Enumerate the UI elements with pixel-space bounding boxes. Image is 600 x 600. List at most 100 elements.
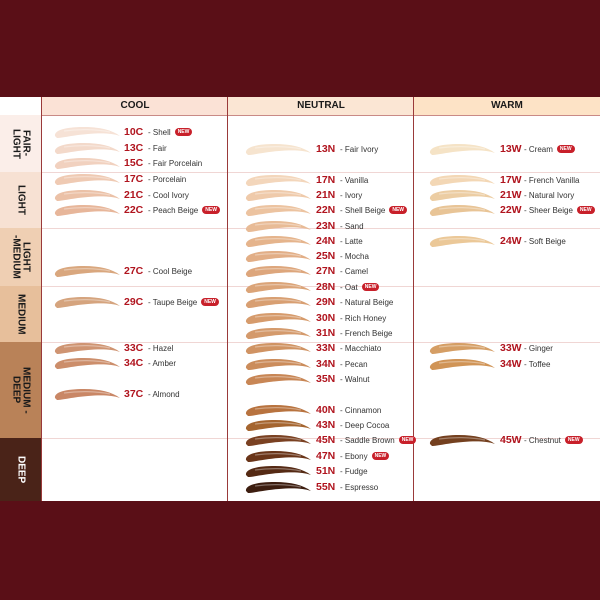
shade-chart: COOL NEUTRAL WARM FAIR- LIGHT LIGHT LIGHT -ME… bbox=[0, 97, 600, 501]
shade-name: - Toffee bbox=[524, 359, 551, 369]
band-label: MEDIUM - DEEP bbox=[10, 366, 32, 414]
swatch-stroke bbox=[245, 359, 311, 370]
shade-name: - Shell Beige bbox=[340, 205, 386, 215]
shade-item: 21N - Ivory bbox=[316, 188, 362, 202]
swatch-stroke bbox=[245, 266, 311, 277]
swatch-stroke bbox=[245, 435, 311, 446]
row-divider bbox=[42, 286, 600, 287]
swatch-37C bbox=[54, 389, 120, 400]
swatch-40N bbox=[245, 405, 311, 416]
shade-code: 21C bbox=[124, 189, 144, 201]
swatch-highlight bbox=[438, 177, 486, 181]
swatch-stroke bbox=[429, 359, 495, 370]
row-divider bbox=[42, 228, 600, 229]
band-label: FAIR- LIGHT bbox=[10, 128, 32, 159]
column-divider bbox=[227, 97, 228, 501]
swatch-33W bbox=[429, 343, 495, 354]
swatch-34C bbox=[54, 358, 120, 369]
shade-code: 13W bbox=[500, 143, 522, 155]
shade-name: - Ebony bbox=[340, 451, 368, 461]
shade-code: 29N bbox=[316, 296, 336, 308]
shade-code: 22W bbox=[500, 204, 522, 216]
shade-code: 17C bbox=[124, 173, 144, 185]
shade-code: 25N bbox=[316, 250, 336, 262]
swatch-stroke bbox=[429, 435, 495, 446]
swatch-stroke bbox=[54, 174, 120, 185]
swatch-highlight bbox=[254, 330, 302, 334]
new-badge: NEW bbox=[398, 436, 417, 444]
shade-code: 17N bbox=[316, 174, 336, 186]
shade-item: 45N - Saddle Brown NEW bbox=[316, 433, 417, 447]
swatch-highlight bbox=[254, 315, 302, 319]
shade-name: - Latte bbox=[340, 236, 363, 246]
shade-item: 23N - Sand bbox=[316, 219, 364, 233]
swatch-highlight bbox=[254, 207, 302, 211]
column-divider bbox=[41, 97, 42, 501]
swatch-45N bbox=[245, 435, 311, 446]
shade-item: 27C - Cool Beige bbox=[124, 264, 192, 278]
new-badge: NEW bbox=[564, 436, 583, 444]
shade-item: 21C - Cool Ivory bbox=[124, 188, 189, 202]
swatch-highlight bbox=[63, 207, 111, 211]
swatch-33C bbox=[54, 343, 120, 354]
swatch-stroke bbox=[54, 127, 120, 138]
swatch-stroke bbox=[54, 358, 120, 369]
new-badge: NEW bbox=[389, 206, 408, 214]
swatch-highlight bbox=[438, 207, 486, 211]
shade-name: - Hazel bbox=[148, 343, 174, 353]
new-badge: NEW bbox=[371, 452, 390, 460]
swatch-stroke bbox=[245, 466, 311, 477]
swatch-highlight bbox=[254, 223, 302, 227]
shade-item: 34C - Amber bbox=[124, 356, 176, 370]
shade-item: 17C - Porcelain bbox=[124, 172, 186, 186]
swatch-highlight bbox=[63, 176, 111, 180]
swatch-stroke bbox=[54, 297, 120, 308]
swatch-22W bbox=[429, 205, 495, 216]
swatch-highlight bbox=[254, 268, 302, 272]
shade-item: 34N - Pecan bbox=[316, 357, 368, 371]
band-5: DEEP bbox=[0, 438, 41, 501]
new-badge: NEW bbox=[576, 206, 595, 214]
shade-item: 10C - Shell NEW bbox=[124, 125, 193, 139]
swatch-highlight bbox=[254, 238, 302, 242]
swatch-15C bbox=[54, 158, 120, 169]
shade-item: 25N - Mocha bbox=[316, 249, 369, 263]
shade-code: 40N bbox=[316, 404, 336, 416]
shade-name: - Cinnamon bbox=[340, 405, 382, 415]
shade-code: 34N bbox=[316, 358, 336, 370]
swatch-34N bbox=[245, 359, 311, 370]
swatch-stroke bbox=[245, 205, 311, 216]
swatch-stroke bbox=[429, 144, 495, 155]
swatch-highlight bbox=[63, 192, 111, 196]
shade-code: 33N bbox=[316, 342, 336, 354]
shade-name: - Ginger bbox=[524, 343, 553, 353]
row-divider bbox=[42, 438, 600, 439]
shade-item: 29N - Natural Beige bbox=[316, 295, 393, 309]
shade-name: - Fair bbox=[148, 143, 167, 153]
swatch-27N bbox=[245, 266, 311, 277]
swatch-17C bbox=[54, 174, 120, 185]
swatch-30N bbox=[245, 313, 311, 324]
swatch-34W bbox=[429, 359, 495, 370]
swatch-22C bbox=[54, 205, 120, 216]
shade-code: 13C bbox=[124, 142, 144, 154]
shade-item: 37C - Almond bbox=[124, 387, 180, 401]
shade-item: 30N - Rich Honey bbox=[316, 311, 386, 325]
shade-item: 43N - Deep Cocoa bbox=[316, 418, 389, 432]
row-divider bbox=[42, 342, 600, 343]
swatch-21W bbox=[429, 190, 495, 201]
swatch-stroke bbox=[429, 205, 495, 216]
swatch-stroke bbox=[429, 190, 495, 201]
swatch-stroke bbox=[54, 343, 120, 354]
swatch-highlight bbox=[254, 345, 302, 349]
swatch-31N bbox=[245, 328, 311, 339]
shade-item: 33C - Hazel bbox=[124, 341, 173, 355]
shade-code: 27C bbox=[124, 265, 144, 277]
swatch-stroke bbox=[429, 343, 495, 354]
swatch-highlight bbox=[63, 268, 111, 272]
swatch-highlight bbox=[254, 468, 302, 472]
shade-name: - Saddle Brown bbox=[340, 435, 395, 445]
swatch-stroke bbox=[245, 251, 311, 262]
shade-code: 30N bbox=[316, 312, 336, 324]
shade-code: 15C bbox=[124, 157, 144, 169]
